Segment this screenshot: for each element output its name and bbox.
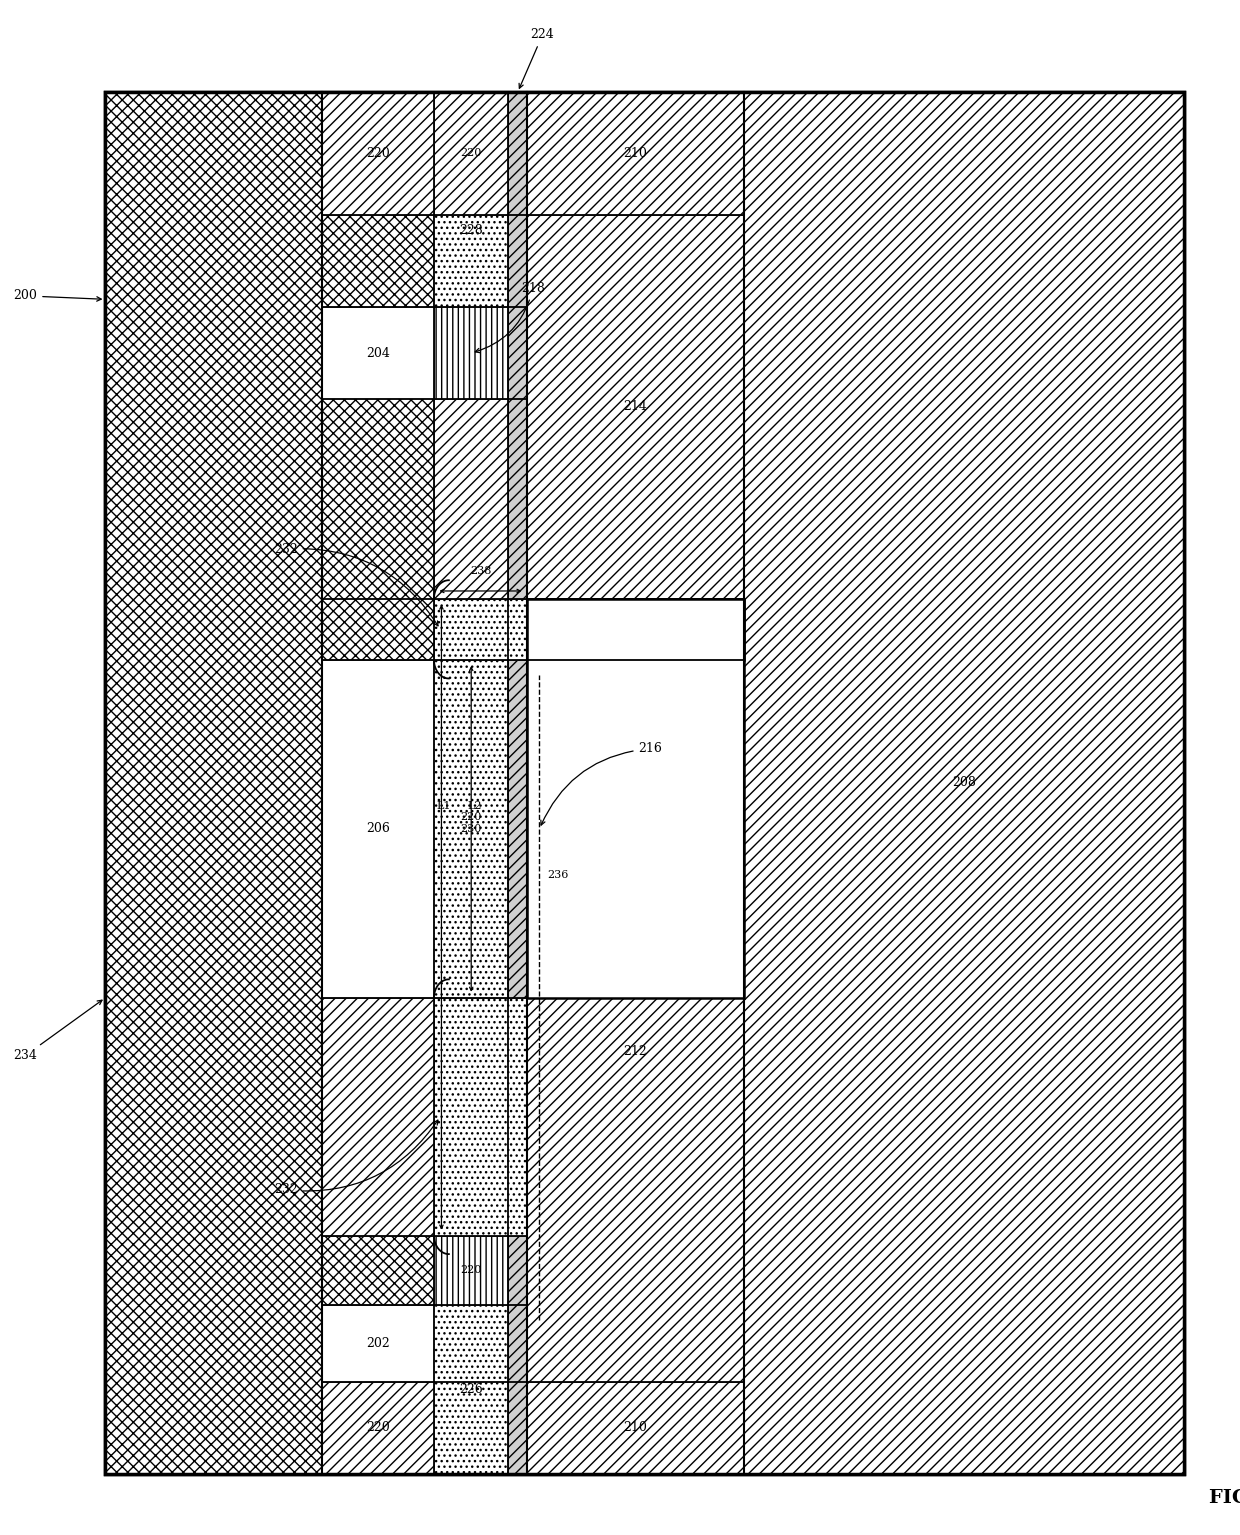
Bar bbox=[322, 399, 434, 660]
Bar bbox=[527, 660, 744, 1382]
Text: 208: 208 bbox=[952, 777, 976, 789]
Bar bbox=[322, 998, 434, 1305]
Bar bbox=[322, 1382, 434, 1474]
Text: 238: 238 bbox=[470, 566, 491, 576]
Bar bbox=[322, 92, 434, 307]
Bar bbox=[322, 660, 434, 998]
Text: 234: 234 bbox=[14, 1001, 102, 1062]
Bar bbox=[744, 92, 1184, 1474]
Text: 230: 230 bbox=[460, 824, 482, 834]
Text: L2: L2 bbox=[467, 801, 482, 810]
Bar bbox=[322, 1305, 434, 1382]
Bar bbox=[322, 1382, 434, 1474]
Text: 228: 228 bbox=[459, 224, 484, 236]
Bar bbox=[434, 92, 508, 215]
Text: 210: 210 bbox=[624, 147, 647, 160]
Text: 216: 216 bbox=[541, 741, 662, 826]
Text: 220: 220 bbox=[366, 147, 391, 160]
Text: 224: 224 bbox=[520, 28, 554, 89]
Bar bbox=[527, 599, 744, 660]
Text: 206: 206 bbox=[366, 823, 391, 835]
Bar bbox=[434, 1305, 508, 1474]
Bar bbox=[508, 92, 527, 1474]
Bar bbox=[322, 998, 434, 1236]
Bar bbox=[322, 307, 434, 399]
Bar bbox=[527, 1382, 744, 1474]
Text: 218: 218 bbox=[475, 281, 544, 353]
Text: 204: 204 bbox=[366, 347, 391, 359]
Text: 220: 220 bbox=[460, 149, 482, 158]
Text: 220: 220 bbox=[366, 1421, 391, 1434]
Bar bbox=[434, 92, 508, 307]
Bar bbox=[434, 660, 508, 998]
Bar bbox=[434, 399, 508, 1236]
Bar bbox=[434, 307, 508, 399]
Text: 220: 220 bbox=[460, 1265, 482, 1276]
Text: 236: 236 bbox=[547, 870, 569, 880]
Text: 226: 226 bbox=[459, 1383, 484, 1395]
Text: 232: 232 bbox=[274, 1121, 438, 1196]
Bar bbox=[434, 998, 527, 1236]
Text: 212: 212 bbox=[624, 1045, 647, 1058]
Bar bbox=[527, 92, 744, 215]
Bar bbox=[527, 599, 744, 998]
Bar bbox=[322, 92, 434, 215]
Text: 220: 220 bbox=[460, 812, 482, 823]
Bar bbox=[105, 92, 1184, 1474]
Text: FIG. 2A: FIG. 2A bbox=[1209, 1489, 1240, 1507]
Text: 214: 214 bbox=[624, 401, 647, 413]
Text: 200: 200 bbox=[14, 289, 102, 302]
Text: 202: 202 bbox=[366, 1337, 391, 1349]
Text: 210: 210 bbox=[624, 1421, 647, 1434]
Bar bbox=[434, 599, 527, 660]
Bar bbox=[105, 92, 1184, 1474]
Bar bbox=[105, 92, 322, 1474]
Bar bbox=[527, 215, 744, 599]
Bar bbox=[434, 1236, 508, 1305]
Text: L1: L1 bbox=[436, 801, 451, 810]
Text: 232: 232 bbox=[274, 542, 438, 626]
